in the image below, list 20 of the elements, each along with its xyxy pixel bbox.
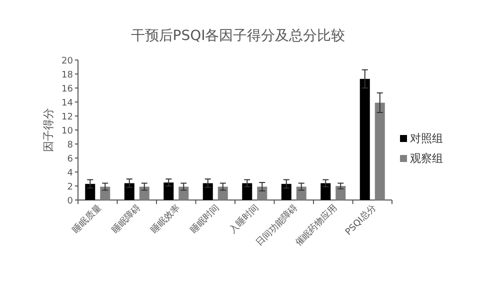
y-tick-label: 16 (62, 84, 74, 94)
legend-label: 观察组 (410, 152, 443, 165)
y-tick-label: 2 (67, 182, 73, 192)
chart-title: 干预后PSQI各因子得分及总分比较 (130, 28, 346, 44)
y-tick-label: 10 (62, 126, 74, 136)
y-tick-label: 14 (62, 98, 74, 108)
y-tick-label: 20 (62, 56, 74, 66)
x-tick-label: 睡眠质量 (70, 202, 104, 236)
y-tick-label: 0 (67, 196, 74, 206)
x-tick-label: 睡眠效率 (149, 202, 182, 236)
y-tick-label: 4 (67, 168, 74, 178)
legend-label: 对照组 (410, 132, 443, 145)
y-tick-label: 8 (67, 140, 74, 150)
y-tick-label: 12 (62, 112, 73, 122)
x-tick-label: 睡眠时间 (188, 202, 222, 236)
x-tick-label: 睡眠障碍 (110, 202, 143, 236)
y-tick-label: 18 (62, 70, 74, 80)
x-tick-label: 入睡时间 (228, 202, 261, 236)
y-axis-title: 因子得分 (42, 108, 55, 152)
y-tick-label: 6 (67, 154, 74, 164)
